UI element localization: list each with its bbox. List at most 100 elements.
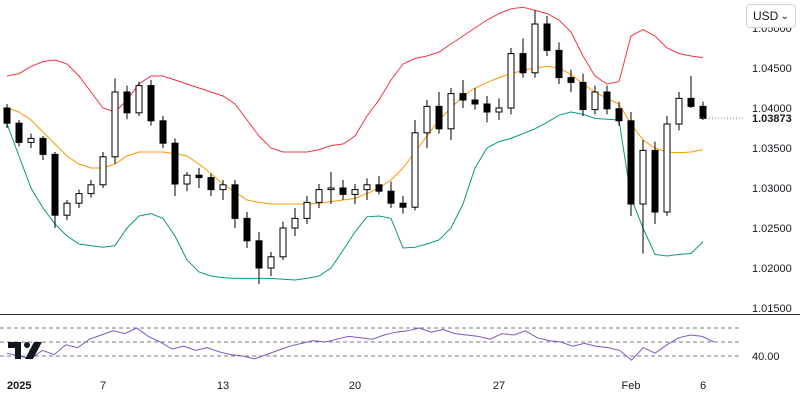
candle-body-down [579,81,587,111]
candle-body-down [543,23,551,51]
candle [135,81,143,116]
candle-body-up [351,189,359,195]
candle-body-up [423,105,431,134]
time-tick-label: 7 [100,380,106,392]
candle-body-down [687,97,695,107]
candle-body-up [63,202,71,216]
time-tick-label: Feb [622,380,641,392]
candle [495,98,503,120]
candle [207,173,215,196]
candle [3,104,11,128]
upper-band-line [6,6,704,153]
price-tick-label: 1.02500 [752,223,792,235]
candle-body-down [123,91,131,114]
candle [147,80,155,126]
candle [651,141,659,224]
tradingview-logo-icon[interactable] [8,341,48,361]
candle-body-down [159,120,167,144]
candle [75,189,83,208]
candle [591,85,599,115]
candle [351,184,359,204]
candle-body-down [399,202,407,208]
candle [15,120,23,147]
candle [327,172,335,204]
currency-label: USD [753,9,779,23]
candle-body-down [615,108,623,122]
candle [435,92,443,134]
candle [459,80,467,108]
candle [627,112,635,216]
candle [255,232,263,284]
candle [219,180,227,200]
candle [51,152,59,228]
candle [87,180,95,198]
candle [387,181,395,208]
candle-body-down [195,174,203,179]
candle-body-down [243,217,251,242]
candle-body-up [267,256,275,269]
candle-body-down [51,153,59,216]
candle-body-down [255,240,263,269]
price-tick-label: 1.04500 [752,63,792,75]
candle [375,176,383,195]
candle-body-down [231,184,239,219]
candle [195,168,203,188]
candle-body-up [495,107,503,113]
candle-body-up [591,91,599,111]
candle [687,76,695,108]
candle-body-up [183,174,191,185]
candle [267,252,275,276]
candle-body-up [411,132,419,208]
currency-select[interactable]: USD ⌄ [746,4,796,28]
candle-body-up [111,91,119,158]
candle-body-up [279,227,287,258]
candle [579,73,587,116]
candle-body-down [483,103,491,113]
candle [483,96,491,123]
candle-body-down [39,137,47,155]
candle [519,38,527,78]
candle [99,152,107,188]
candle-body-up [27,137,35,143]
candle [423,100,431,148]
candle [303,196,311,224]
price-tick-label: 1.01500 [752,303,792,315]
price-tick-label: 1.03500 [752,143,792,155]
candle-body-down [15,122,23,143]
candle [363,178,371,200]
bollinger-bands [6,6,704,281]
candle-body-down [339,187,347,195]
candle [543,16,551,56]
candle [663,116,671,216]
candle-body-down [603,91,611,110]
candle-body-up [447,93,455,130]
candle-body-down [651,149,659,213]
candle [243,212,251,248]
candle [507,48,515,115]
candlesticks [3,10,707,284]
candle-body-up [531,23,539,74]
candle-body-up [291,217,299,229]
time-tick-label: 6 [700,380,706,392]
candle-body-down [555,49,563,79]
candle-body-up [675,97,683,125]
candle-body-up [663,123,671,213]
candle [111,78,119,164]
candle-body-up [507,53,515,109]
candle [447,88,455,140]
candle [531,10,539,78]
candle [231,180,239,228]
candle [471,88,479,110]
candle [615,101,623,126]
candle-body-down [471,99,479,105]
candle [171,138,179,196]
candle-body-down [171,142,179,185]
candle [339,180,347,200]
candle-body-down [207,177,215,191]
candle-body-down [375,184,383,192]
chevron-down-icon: ⌄ [780,10,789,22]
candle-body-down [435,105,443,130]
candle-body-up [99,156,107,186]
rsi-tick-label: 40.00 [752,351,780,363]
